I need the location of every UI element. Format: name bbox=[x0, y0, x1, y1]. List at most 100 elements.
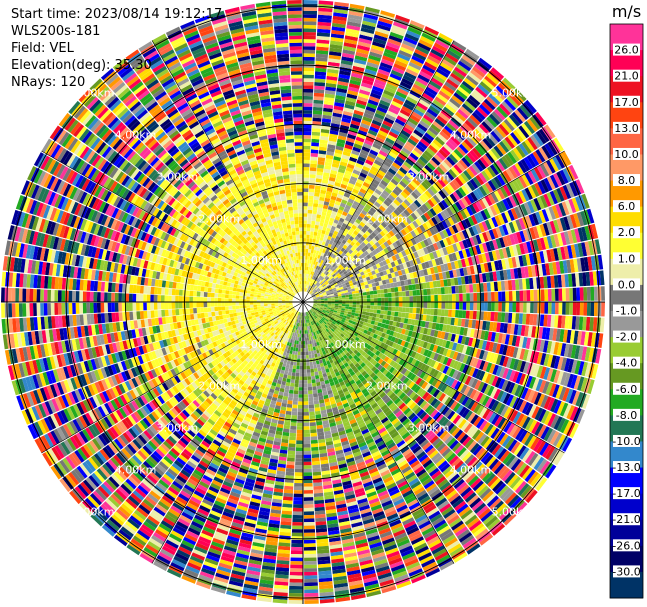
velocity-gate bbox=[330, 169, 338, 175]
velocity-gate bbox=[303, 191, 309, 196]
velocity-gate bbox=[312, 253, 316, 258]
velocity-gate bbox=[309, 259, 312, 264]
velocity-gate bbox=[308, 199, 314, 203]
velocity-gate bbox=[315, 60, 328, 66]
velocity-gate bbox=[310, 252, 314, 257]
velocity-gate bbox=[346, 24, 361, 31]
velocity-gate bbox=[303, 113, 313, 118]
velocity-gate bbox=[334, 149, 343, 155]
velocity-gate bbox=[332, 22, 346, 29]
velocity-gate bbox=[313, 92, 324, 97]
velocity-gate bbox=[343, 45, 356, 52]
velocity-gate bbox=[313, 203, 319, 208]
velocity-gate bbox=[329, 44, 343, 50]
velocity-gate bbox=[332, 112, 343, 118]
velocity-gate bbox=[303, 39, 316, 43]
velocity-gate bbox=[312, 121, 322, 126]
velocity-gate bbox=[331, 29, 345, 36]
velocity-gate bbox=[306, 273, 309, 278]
velocity-gate bbox=[303, 110, 313, 114]
velocity-gate bbox=[316, 46, 329, 51]
velocity-gate bbox=[333, 109, 343, 115]
velocity-gate bbox=[313, 106, 323, 112]
velocity-gate bbox=[303, 56, 315, 61]
velocity-gate bbox=[333, 8, 348, 15]
field-name: Field: VEL bbox=[11, 41, 74, 56]
velocity-gate bbox=[303, 284, 305, 288]
velocity-gate bbox=[303, 206, 308, 210]
velocity-gate bbox=[316, 167, 324, 173]
velocity-gate bbox=[326, 147, 335, 153]
velocity-gate bbox=[317, 14, 332, 20]
velocity-gate bbox=[306, 281, 309, 285]
velocity-gate bbox=[331, 166, 339, 172]
velocity-gate bbox=[313, 103, 323, 108]
velocity-gate bbox=[303, 78, 314, 82]
velocity-gate bbox=[323, 107, 333, 113]
velocity-gate bbox=[303, 223, 307, 228]
velocity-gate bbox=[303, 252, 306, 256]
velocity-gate bbox=[303, 74, 314, 79]
velocity-gate bbox=[332, 159, 341, 165]
velocity-gate bbox=[310, 160, 318, 165]
velocity-gate bbox=[317, 207, 323, 212]
velocity-gate bbox=[303, 67, 315, 72]
velocity-gate bbox=[309, 267, 313, 272]
velocity-gate bbox=[332, 19, 347, 25]
velocity-gate bbox=[303, 32, 316, 36]
velocity-gate bbox=[307, 270, 310, 275]
velocity-gate bbox=[305, 255, 308, 260]
velocity-gate bbox=[342, 49, 356, 55]
velocity-gate bbox=[329, 173, 337, 179]
velocity-gate bbox=[316, 39, 330, 44]
instrument-name: WLS200s-181 bbox=[11, 24, 101, 39]
velocity-gate bbox=[335, 145, 344, 151]
velocity-gate bbox=[311, 260, 314, 265]
velocity-gate bbox=[316, 43, 329, 48]
velocity-gate bbox=[310, 153, 318, 158]
velocity-gate bbox=[317, 232, 322, 237]
velocity-gate bbox=[335, 95, 346, 101]
velocity-gate bbox=[340, 63, 353, 69]
velocity-gate bbox=[310, 149, 319, 154]
velocity-gate bbox=[303, 81, 314, 86]
velocity-gate bbox=[334, 98, 345, 104]
velocity-gate bbox=[319, 139, 328, 144]
velocity-gate bbox=[303, 10, 317, 15]
velocity-gate bbox=[326, 79, 338, 85]
velocity-gate bbox=[318, 200, 324, 205]
velocity-gate bbox=[314, 188, 321, 194]
velocity-gate bbox=[304, 277, 306, 281]
velocity-gate bbox=[307, 209, 313, 214]
velocity-gate bbox=[303, 170, 310, 175]
velocity-gate bbox=[303, 124, 312, 129]
velocity-gate bbox=[307, 216, 312, 221]
velocity-gates bbox=[1, 0, 605, 604]
velocity-gate bbox=[328, 54, 341, 60]
velocity-gate bbox=[308, 202, 313, 207]
velocity-gate bbox=[306, 284, 308, 289]
velocity-gate bbox=[324, 161, 332, 167]
velocity-gate bbox=[303, 46, 316, 50]
velocity-gate bbox=[310, 156, 318, 161]
velocity-gate bbox=[311, 213, 317, 218]
velocity-gate bbox=[309, 177, 316, 182]
velocity-gate bbox=[341, 56, 354, 62]
velocity-gate bbox=[324, 93, 335, 99]
velocity-gate bbox=[303, 131, 312, 136]
velocity-gate bbox=[304, 263, 307, 267]
velocity-gate bbox=[316, 171, 323, 176]
velocity-gate bbox=[303, 24, 317, 29]
velocity-gate bbox=[318, 153, 326, 158]
velocity-gate bbox=[314, 71, 327, 76]
velocity-gate bbox=[311, 217, 316, 222]
velocity-gate bbox=[303, 49, 316, 54]
velocity-gate bbox=[333, 105, 344, 111]
velocity-gate bbox=[303, 248, 306, 253]
velocity-gate bbox=[325, 158, 333, 163]
velocity-gate bbox=[304, 284, 306, 288]
velocity-gate bbox=[307, 277, 310, 282]
velocity-gate bbox=[314, 224, 319, 229]
velocity-gate bbox=[315, 67, 327, 73]
velocity-gate bbox=[306, 231, 311, 235]
